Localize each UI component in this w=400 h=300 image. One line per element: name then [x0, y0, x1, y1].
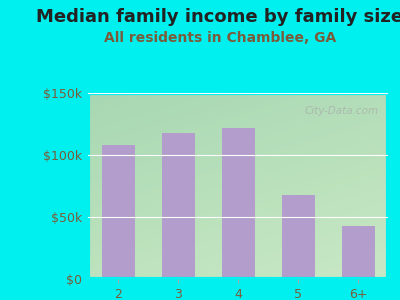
Bar [162, 133, 194, 279]
Bar [282, 195, 314, 279]
Bar [342, 226, 374, 279]
Text: Median family income by family size: Median family income by family size [36, 8, 400, 26]
Bar [102, 145, 134, 279]
Text: City-Data.com: City-Data.com [305, 106, 379, 116]
Bar [222, 128, 254, 279]
Text: All residents in Chamblee, GA: All residents in Chamblee, GA [104, 32, 336, 46]
